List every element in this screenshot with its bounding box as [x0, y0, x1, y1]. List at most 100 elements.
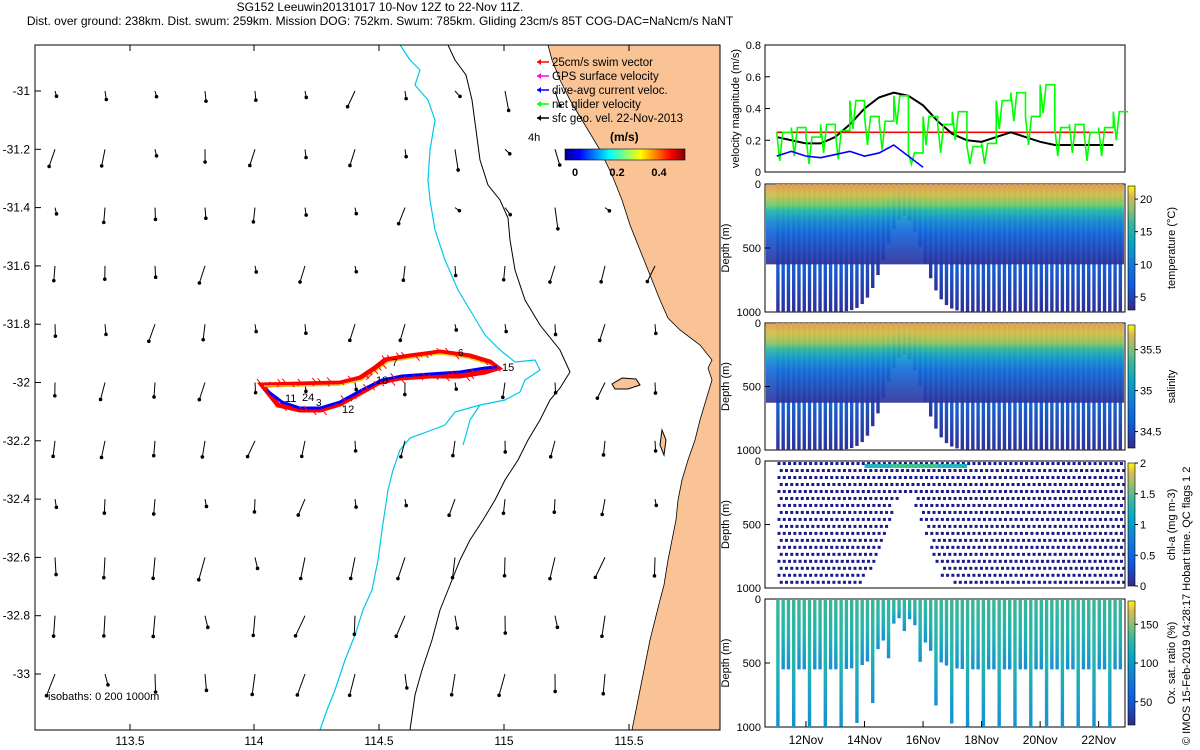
chla-sample	[1040, 476, 1044, 480]
swim-vector	[464, 374, 471, 382]
chla-sample	[853, 496, 857, 500]
chla-sample	[1053, 482, 1057, 486]
chla-sample	[937, 482, 941, 486]
chla-surface-sample	[920, 464, 924, 468]
chla-sample	[1104, 517, 1108, 521]
chla-sample	[1101, 510, 1105, 514]
chla-sample	[816, 482, 820, 486]
chla-sample	[837, 538, 841, 542]
isobath-200m	[319, 45, 541, 730]
swim-vector	[428, 374, 431, 377]
chla-sample	[1014, 503, 1018, 507]
chla-sample	[1030, 489, 1034, 493]
time-tick-label: 12Nov	[789, 733, 824, 747]
chla-sample	[1098, 559, 1102, 563]
chla-sample	[961, 462, 965, 466]
isobath-200m-b	[462, 404, 481, 446]
chla-sample	[990, 566, 994, 570]
chla-sample	[1077, 573, 1081, 577]
chla-sample	[1119, 517, 1123, 521]
sfc-vector-head	[98, 397, 103, 402]
chla-sample	[1119, 462, 1123, 466]
chla-sample	[788, 462, 792, 466]
chla-sample	[858, 538, 862, 542]
oxygen-cbar-label: Ox. sat. ratio (%)	[1166, 622, 1178, 705]
chla-sample	[1058, 496, 1062, 500]
sfc-vector-head	[653, 391, 658, 395]
chla-sample	[982, 559, 986, 563]
temperature-ytick-label: 1000	[737, 307, 761, 319]
swim-vector	[464, 354, 467, 358]
chla-sample	[919, 476, 923, 480]
sfc-vector	[347, 90, 356, 107]
chla-sample	[1006, 510, 1010, 514]
chla-sample	[1011, 580, 1015, 584]
chla-sample	[961, 545, 965, 549]
oxygen-profile	[776, 599, 780, 727]
chla-sample	[856, 559, 860, 563]
chla-cbar-tick-label: 1	[1140, 520, 1146, 532]
chla-sample	[1009, 559, 1013, 563]
chla-sample	[1056, 476, 1060, 480]
swim-vector	[321, 409, 328, 416]
chla-sample	[853, 469, 857, 473]
sfc-vector-head	[293, 634, 298, 638]
chla-sample	[777, 462, 781, 466]
velocity-ylabel: velocity magnitude (m/s)	[730, 49, 742, 168]
sfc-vector	[103, 499, 106, 514]
chla-sample	[1095, 538, 1099, 542]
chla-sample	[830, 545, 834, 549]
map-ytick-label: -33	[13, 667, 31, 681]
chla-sample	[1074, 538, 1078, 542]
chla-sample	[798, 462, 802, 466]
swim-vector	[359, 375, 362, 378]
chla-sample	[877, 489, 881, 493]
sfc-vector	[252, 615, 256, 636]
chla-sample	[1114, 503, 1118, 507]
chla-sample	[1085, 566, 1089, 570]
chla-sample	[1093, 559, 1097, 563]
chla-sample	[985, 469, 989, 473]
sfc-vector	[153, 440, 156, 456]
time-tick-label: 14Nov	[847, 733, 882, 747]
chla-sample	[811, 524, 815, 528]
chla-sample	[811, 552, 815, 556]
oxygen-profile	[855, 599, 859, 723]
chla-sample	[1095, 552, 1099, 556]
chla-ytick-label: 1000	[737, 583, 761, 595]
chla-sample	[1014, 545, 1018, 549]
chla-sample	[969, 524, 973, 528]
velocity-ytick-label: 0.6	[746, 72, 761, 84]
sfc-vector-head	[106, 683, 110, 687]
chla-sample	[948, 566, 952, 570]
chla-sample	[1016, 510, 1020, 514]
oxygen-profile	[1055, 599, 1059, 670]
sfc-vector-head	[147, 339, 151, 344]
chla-sample	[779, 524, 783, 528]
chla-sample	[1009, 462, 1013, 466]
chla-sample	[998, 545, 1002, 549]
chla-sample	[851, 517, 855, 521]
chla-sample	[943, 566, 947, 570]
chla-sample	[1085, 552, 1089, 556]
legend-arrowhead	[537, 101, 541, 107]
chla-sample	[861, 503, 865, 507]
chla-sample	[1014, 531, 1018, 535]
map-ytick-label: -31.2	[3, 142, 31, 156]
oxygen-ylabel: Depth (m)	[720, 639, 732, 688]
chla-sample	[972, 462, 976, 466]
swim-vector	[422, 372, 426, 377]
sfc-vector-head	[457, 208, 462, 213]
legend-4h: 4h	[528, 132, 540, 144]
chla-surface-sample	[867, 464, 871, 468]
swim-vector	[371, 386, 376, 391]
chla-sample	[840, 517, 844, 521]
title-line-1: SG152 Leeuwin20131017 10-Nov 12Z to 22-N…	[236, 0, 524, 14]
chla-ytick-label: 0	[755, 456, 761, 468]
temperature-colorbar	[1127, 185, 1136, 311]
chla-sample	[842, 566, 846, 570]
chla-sample	[1035, 559, 1039, 563]
temperature-ylabel: Depth (m)	[720, 224, 732, 273]
chla-sample	[1056, 559, 1060, 563]
